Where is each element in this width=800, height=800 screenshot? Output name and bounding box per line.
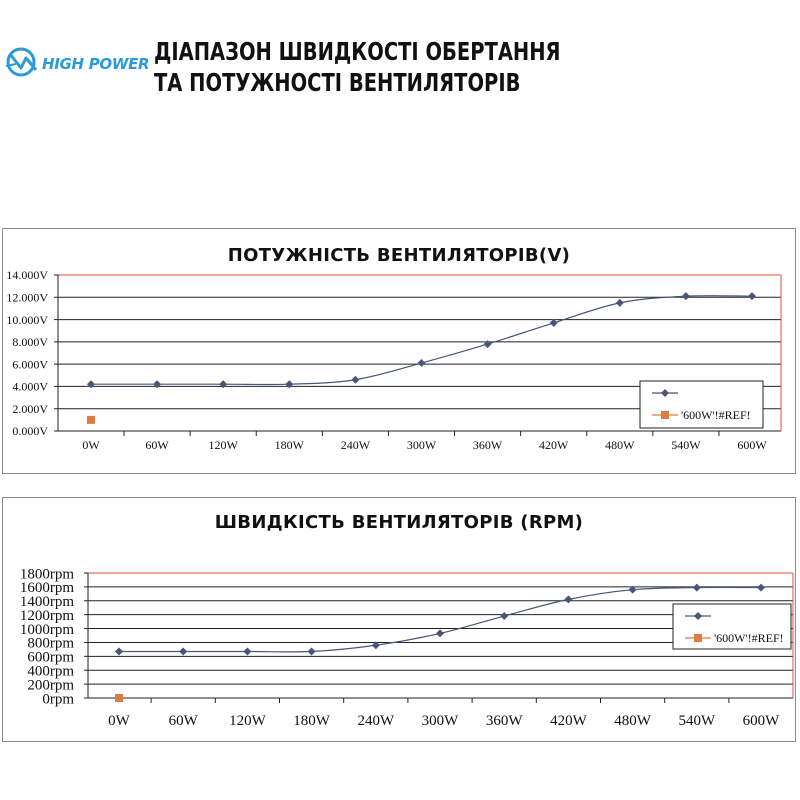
- chart-title: ПОТУЖНІСТЬ ВЕНТИЛЯТОРІВ(V): [227, 245, 571, 266]
- data-point: [87, 415, 95, 424]
- legend: '600W'!#REF!: [672, 603, 792, 650]
- legend-marker: [661, 389, 669, 397]
- y-tick-label: 0rpm: [42, 691, 74, 707]
- data-point: [436, 629, 444, 638]
- series-line: [90, 295, 753, 386]
- legend-box: [639, 380, 764, 429]
- data-point: [371, 641, 380, 650]
- x-tick-label: 300W: [422, 713, 460, 729]
- y-tick-label: 8.000V: [12, 335, 48, 349]
- logo-text: HIGH POWER: [42, 55, 150, 73]
- data-point: [307, 647, 316, 656]
- y-tick-label: 1000rpm: [20, 622, 74, 638]
- x-tick-label: 60W: [169, 713, 199, 729]
- y-tick-label: 12.000V: [6, 290, 48, 304]
- data-point: [87, 380, 95, 389]
- voltage-chart: 0.000V 2.000V 4.000V 6.000V 8.000V 10.000V 12.…: [6, 268, 782, 452]
- data-point: [285, 380, 294, 389]
- page-title: ДІАПАЗОН ШВИДКОСТІ ОБЕРТАННЯ ТА ПОТУЖНОС…: [154, 36, 561, 98]
- data-point: [179, 647, 188, 656]
- x-tick-label: 120W: [209, 438, 239, 452]
- data-point: [692, 583, 701, 592]
- x-tick-label: 120W: [229, 713, 267, 729]
- data-point: [351, 375, 360, 384]
- data-point: [628, 585, 637, 594]
- x-tick-label: 600W: [743, 713, 781, 729]
- data-point: [483, 340, 492, 349]
- data-point: [681, 292, 690, 301]
- y-tick-label: 200rpm: [27, 677, 74, 693]
- voltage-chart-panel: ПОТУЖНІСТЬ ВЕНТИЛЯТОРІВ(V) 0.000V 2.000V 4…: [2, 228, 796, 474]
- y-tick-label: 1200rpm: [20, 608, 74, 624]
- x-tick-label: 420W: [539, 438, 569, 452]
- y-tick-label: 6.000V: [12, 357, 48, 371]
- x-tick-label: 180W: [275, 438, 305, 452]
- data-point: [615, 298, 624, 307]
- data-point: [219, 380, 228, 389]
- x-tick-label: 600W: [737, 438, 767, 452]
- x-tick-label: 0W: [108, 713, 131, 729]
- data-point: [757, 583, 765, 592]
- y-tick-label: 10.000V: [6, 313, 48, 327]
- x-tick-label: 300W: [407, 438, 437, 452]
- data-point: [417, 359, 426, 368]
- rpm-chart: 0rpm200rpm400rpm600rpm800rpm1000rpm1200r…: [20, 566, 794, 729]
- y-tick-label: 800rpm: [27, 636, 74, 652]
- x-tick-label: 180W: [293, 713, 331, 729]
- legend: '600W'!#REF!: [639, 380, 764, 429]
- x-tick-label: 540W: [671, 438, 701, 452]
- header: HIGH POWER ДІАПАЗОН ШВИДКОСТІ ОБЕРТАННЯ …: [0, 0, 800, 120]
- legend-box: [672, 603, 792, 650]
- x-tick-label: 540W: [678, 713, 716, 729]
- page-title-line-1: ДІАПАЗОН ШВИДКОСТІ ОБЕРТАННЯ: [154, 37, 561, 66]
- data-point: [115, 694, 123, 702]
- x-tick-label: 240W: [357, 713, 395, 729]
- x-tick-label: 480W: [605, 438, 635, 452]
- y-tick-label: 1400rpm: [20, 594, 74, 610]
- y-tick-label: 0.000V: [12, 424, 48, 438]
- chart-title: ШВИДКІСТЬ ВЕНТИЛЯТОРІВ (RPM): [214, 512, 584, 533]
- data-point: [115, 647, 123, 656]
- x-tick-label: 360W: [486, 713, 524, 729]
- legend-label: '600W'!#REF!: [681, 408, 751, 422]
- x-tick-label: 360W: [473, 438, 503, 452]
- x-tick-label: 420W: [550, 713, 588, 729]
- logo-emblem-icon: [5, 47, 38, 77]
- rpm-chart-panel: ШВИДКІСТЬ ВЕНТИЛЯТОРІВ (RPM) 0rpm 200rpm 4…: [2, 497, 796, 742]
- legend-marker: [694, 612, 702, 620]
- y-tick-label: 1800rpm: [20, 566, 74, 582]
- x-tick-label: 60W: [145, 438, 169, 452]
- y-tick-label: 400rpm: [27, 663, 74, 679]
- legend-marker: [661, 411, 669, 419]
- x-tick-label: 0W: [82, 438, 100, 452]
- data-point: [748, 292, 756, 301]
- data-point: [153, 380, 162, 389]
- x-tick-label: 240W: [341, 438, 371, 452]
- legend-marker: [694, 634, 702, 642]
- y-tick-label: 600rpm: [27, 650, 74, 666]
- y-tick-label: 1600rpm: [20, 580, 74, 596]
- y-tick-label: 2.000V: [12, 402, 48, 416]
- y-tick-label: 4.000V: [12, 380, 48, 394]
- data-point: [564, 595, 573, 604]
- data-point: [549, 318, 558, 327]
- data-point: [500, 612, 509, 621]
- legend-label: '600W'!#REF!: [714, 631, 784, 645]
- brand-logo: HIGH POWER: [4, 44, 150, 84]
- data-point: [243, 647, 252, 656]
- x-tick-label: 480W: [614, 713, 652, 729]
- y-tick-label: 14.000V: [6, 268, 48, 282]
- page-title-line-2: ТА ПОТУЖНОСТІ ВЕНТИЛЯТОРІВ: [154, 68, 521, 97]
